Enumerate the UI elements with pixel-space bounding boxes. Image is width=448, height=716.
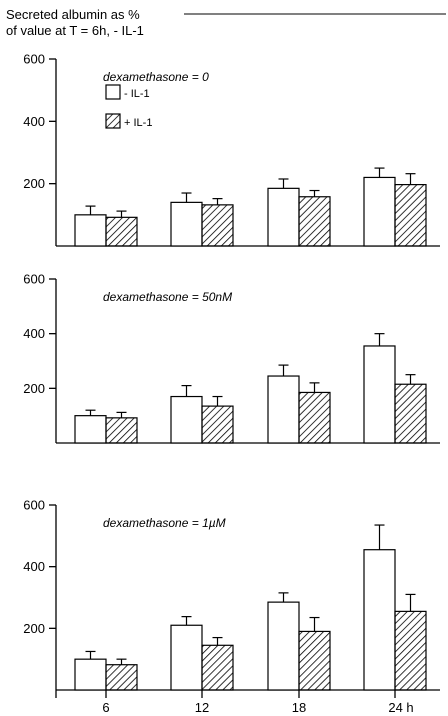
y-tick-label: 400 [23,559,45,574]
bar-minus-il1 [363,176,396,247]
y-tick-label: 200 [23,621,45,636]
x-tick-label: 18 [292,700,306,715]
legend-label-minus: - IL-1 [124,88,150,100]
bar-minus-il1 [267,601,300,691]
condition-label: dexamethasone = 1µM [103,516,226,530]
bar-minus-il1 [267,375,300,444]
condition-label: dexamethasone = 0 [103,70,209,84]
bar-plus-il1 [105,216,138,247]
bar-plus-il1 [201,405,234,444]
bar-plus-il1 [201,644,234,691]
bar-minus-il1 [267,187,300,247]
bar-minus-il1 [170,395,203,444]
y-tick-label: 200 [23,176,45,191]
bar-minus-il1 [363,345,396,444]
legend-label-plus: + IL-1 [124,117,152,129]
bar-plus-il1 [394,383,427,444]
bar-plus-il1 [394,184,427,247]
bar-plus-il1 [298,196,331,247]
y-tick-label: 200 [23,381,45,396]
legend: - IL-1 + IL-1 [105,84,152,129]
bar-plus-il1 [105,664,138,691]
y-tick-label: 600 [23,52,45,67]
bar-plus-il1 [298,630,331,691]
bar-plus-il1 [201,204,234,247]
bar-minus-il1 [170,624,203,691]
bar-plus-il1 [394,610,427,691]
bar-minus-il1 [363,549,396,691]
y-axis-label-line2: of value at T = 6h, - IL-1 [6,23,144,38]
legend-swatch-minus [105,84,121,100]
panel-3: 200 400 600 dexamethasone = 1µM 6 12 18 24 h [23,498,440,715]
x-tick-label: 6 [102,700,109,715]
condition-label: dexamethasone = 50nM [103,290,232,304]
x-tick-label: 24 h [388,700,413,715]
bar-plus-il1 [105,417,138,444]
bar-plus-il1 [298,391,331,444]
panel-2: 200 400 600 dexamethasone = 50nM [23,272,440,444]
x-tick-label: 12 [195,700,209,715]
bar-minus-il1 [74,658,107,691]
y-axis-label-line1: Secreted albumin as % [6,7,140,22]
legend-swatch-plus [105,113,121,129]
bar-minus-il1 [74,415,107,444]
y-tick-label: 600 [23,272,45,287]
panel-1: 200 400 600 dexamethasone = 0 [23,52,440,247]
y-tick-label: 400 [23,114,45,129]
y-tick-label: 400 [23,326,45,341]
bar-minus-il1 [74,214,107,247]
bar-minus-il1 [170,201,203,247]
y-tick-label: 600 [23,498,45,513]
